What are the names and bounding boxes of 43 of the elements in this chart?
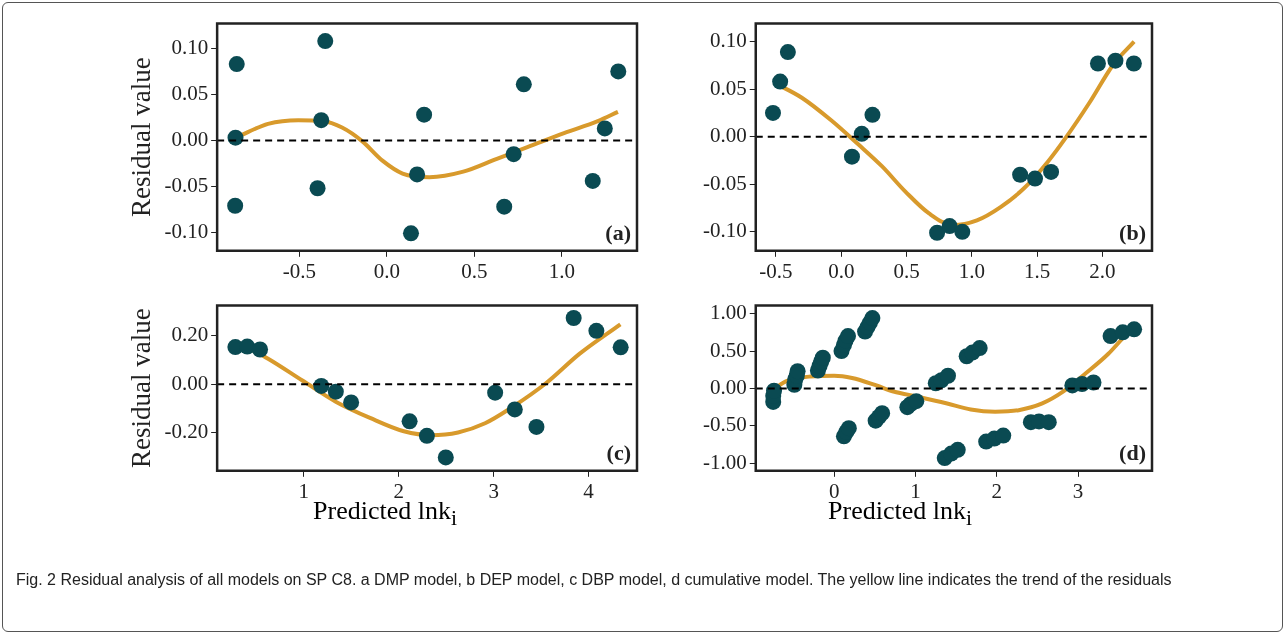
x-tick-label: 1	[298, 478, 309, 503]
x-tick-label: 1.0	[958, 258, 985, 283]
y-tick-label: -0.05	[164, 172, 209, 197]
annotation: (a)	[605, 220, 631, 246]
x-tick-label: 0	[828, 478, 840, 503]
y-axis-title: Residual value	[126, 308, 157, 469]
annotation: (b)	[1119, 220, 1146, 246]
x-tick-label: 4	[583, 478, 595, 503]
x-tick-label: 1.5	[1023, 258, 1051, 283]
x-tick-label: -0.5	[759, 258, 793, 283]
y-tick-label: 1.00	[709, 300, 747, 325]
y-axis-title: Residual value	[126, 57, 157, 218]
y-tick-label: 0.05	[709, 75, 747, 100]
y-tick-label: -1.00	[702, 449, 747, 474]
y-tick-label: -0.05	[702, 170, 747, 195]
y-tick-label: -0.50	[702, 412, 747, 437]
y-tick-label: 0.00	[709, 123, 747, 148]
x-tick-label: 0.5	[893, 258, 920, 283]
annotation: (c)	[606, 440, 631, 466]
y-tick-label: -0.10	[702, 218, 747, 243]
annotation: (d)	[1119, 440, 1146, 466]
y-tick-label: -0.20	[164, 419, 209, 444]
y-tick-label: 0.10	[171, 34, 209, 59]
x-tick-label: 0.0	[828, 258, 855, 283]
x-tick-label: 2	[991, 478, 1002, 503]
y-tick-label: 0.50	[709, 337, 747, 362]
x-tick-label: 2.0	[1089, 258, 1116, 283]
y-tick-label: -0.10	[164, 218, 209, 243]
y-tick-label: 0.10	[709, 28, 747, 53]
x-tick-label: -0.5	[282, 258, 316, 283]
x-tick-label: 3	[1072, 478, 1084, 503]
y-tick-label: 0.00	[709, 374, 747, 399]
caption: Fig. 2 Residual analysis of all models on SP C8. a DMP model, b DEP model, c DBP model, d cumulative model. The yellow line indicates the trend of the residuals	[16, 570, 1173, 590]
y-tick-label: 0.00	[171, 126, 209, 151]
y-tick-label: 0.00	[171, 370, 209, 395]
x-tick-label: 0.5	[461, 258, 488, 283]
x-tick-label: 3	[488, 478, 499, 503]
y-tick-label: 0.05	[171, 80, 209, 105]
x-tick-label: 2	[393, 478, 404, 503]
x-tick-label: 0.0	[373, 258, 400, 283]
x-tick-label: 1	[910, 478, 921, 503]
y-tick-label: 0.20	[171, 322, 209, 347]
x-tick-label: 1.0	[548, 258, 575, 283]
